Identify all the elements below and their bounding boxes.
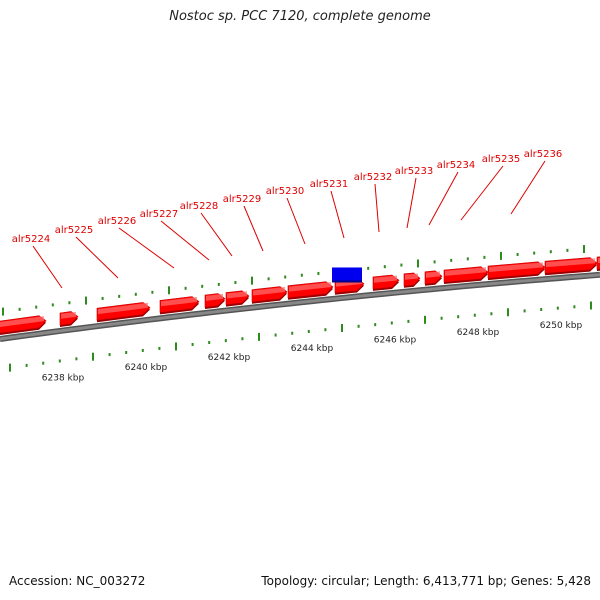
ruler-label-6240: 6240 kbp [125,363,168,373]
gene-label-alr5234: alr5234 [437,160,475,171]
gene-label-alr5232: alr5232 [354,172,392,183]
gene-label-alr5236: alr5236 [524,149,562,160]
gene-arrow-highlight [445,267,486,276]
highlight-gene [332,267,362,281]
gene-arrow-highlight [405,273,418,280]
gene-track [0,256,600,336]
ruler-label-6238: 6238 kbp [42,374,85,384]
gene-leader-line [75,236,119,279]
gene-label-alr5230: alr5230 [266,186,304,197]
gene-leader-line [330,190,345,239]
gene-leader-line [118,227,175,269]
gene-label-alr5235: alr5235 [482,154,520,165]
ruler-label-6246: 6246 kbp [374,336,417,346]
backbone-line [0,273,600,341]
accession-text: Accession: NC_003272 [9,574,146,588]
gene-leader-line [406,177,417,229]
gene-arrow-highlight [489,262,543,272]
gene-arrow-highlight [426,271,440,278]
gene-leader-line [374,183,380,233]
gene-arrow-highlight [61,311,76,319]
gene-leader-line [428,171,459,226]
gene-leader-line [243,205,264,252]
gene-leader-line [460,165,504,221]
gene-arrow-highlight [546,258,595,268]
ruler-label-6242: 6242 kbp [208,353,251,363]
gene-arrow-highlight [206,293,223,301]
gene-label-alr5228: alr5228 [180,201,218,212]
gene-leader-line [200,212,233,257]
genome-stats-text: Topology: circular; Length: 6,413,771 bp… [261,574,591,588]
gene-label-alr5231: alr5231 [310,179,348,190]
ruler-label-6248: 6248 kbp [457,328,500,338]
gene-label-alr5224: alr5224 [12,234,50,245]
gene-leader-line [160,220,210,261]
gene-arrow-highlight [253,287,285,296]
genome-backbone [0,271,600,342]
ruler-label-6250: 6250 kbp [540,321,583,331]
gene-arrow-highlight [98,302,148,315]
gene-label-alr5226: alr5226 [98,216,136,227]
gene-arrow-highlight [0,316,44,327]
gene-arrow-highlight [227,291,247,299]
inner-tick-track [9,301,592,372]
gene-leader-line [286,197,306,245]
gene-leader-line [32,245,63,289]
ruler-labels: 6238 kbp 6240 kbp 6242 kbp 6244 kbp 6246 kbp… [42,321,583,384]
gene-label-alr5225: alr5225 [55,225,93,236]
gene-leader-line [510,160,546,215]
gene-label-alr5229: alr5229 [223,194,261,205]
gene-arrow-highlight [374,275,397,283]
ruler-label-6244: 6244 kbp [291,344,334,354]
gene-arrow-highlight [289,282,331,292]
gene-label-alr5227: alr5227 [140,209,178,220]
gene-label-alr5233: alr5233 [395,166,433,177]
gene-arrow-highlight [161,297,197,307]
map-title: Nostoc sp. PCC 7120, complete genome [169,9,431,24]
